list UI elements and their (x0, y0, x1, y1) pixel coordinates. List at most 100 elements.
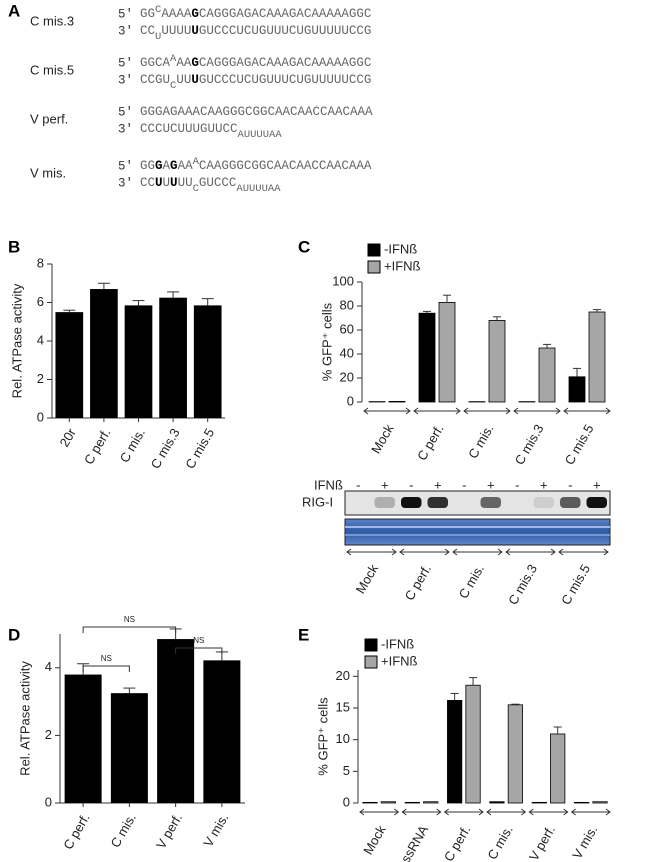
sequence-part: G (170, 159, 178, 173)
bar (489, 801, 505, 804)
sequence-part: UU (178, 176, 193, 190)
bar (193, 305, 222, 418)
sequence: GGCAAAAGCAGGGAGACAAAGACAAAAAGGC (140, 4, 371, 22)
x-tick-label: Mock (368, 421, 397, 456)
x-tick-label: C mis. (117, 426, 148, 465)
sequence-part: CAGGGAGACAAAGACAAAAAGGC (199, 7, 372, 21)
arrow-head (521, 808, 527, 816)
y-tick-label: 4 (45, 659, 52, 674)
sequence-part: U (155, 31, 161, 43)
blot-treatment-label: IFNß (314, 477, 343, 492)
arrow-head (455, 407, 461, 415)
sequence-part: CAGGGAGACAAAGACAAAAAGGC (199, 56, 372, 70)
strand-end: 5′ (118, 56, 133, 70)
blot-protein-label: RIG-I (302, 494, 333, 509)
bar (380, 801, 396, 804)
lane-label: + (593, 477, 601, 492)
blot-band (374, 497, 395, 508)
x-tick-label: C mis. (484, 823, 515, 862)
bar (423, 801, 439, 804)
sequence-part: A (193, 156, 200, 168)
x-tick-label: C perf. (81, 426, 113, 467)
sequence-part: GUCCCUCUGUUUCUGUUUUUCCG (199, 24, 372, 38)
blot-band (427, 497, 448, 508)
bar (362, 801, 378, 804)
y-tick-label: 60 (340, 321, 354, 336)
arrow-head (359, 808, 365, 816)
blot-band (533, 497, 554, 508)
sequence-part: CCCUCUUUGUUCC (140, 122, 238, 136)
arrow-head (550, 548, 556, 556)
legend-swatch (367, 260, 381, 274)
y-axis-label: % GFP⁺ cells (315, 697, 330, 776)
bar (159, 297, 187, 418)
bar (55, 312, 84, 418)
lane-label: - (462, 477, 466, 492)
strand-end: 3′ (118, 73, 133, 87)
arrow-head (605, 808, 611, 816)
sequence: CCCUCUUUGUUCCAUUUUAA (140, 122, 282, 140)
y-tick-label: 0 (45, 794, 52, 809)
sequence-part: GGGAGAAACAAGGGCGGCAACAACCAACAAA (140, 105, 373, 119)
y-tick-label: 15 (336, 699, 350, 714)
sequence-part: U (191, 24, 199, 38)
arrow-head (555, 407, 561, 415)
bar (438, 301, 456, 403)
legend-swatch (364, 655, 378, 669)
significance-bracket (175, 647, 223, 654)
y-tick-label: 8 (37, 255, 44, 270)
bar (124, 305, 153, 418)
sequence-part: GG (140, 159, 155, 173)
construct-name: C mis.3 (30, 13, 74, 28)
sequence-part: G (155, 159, 163, 173)
blot-band (401, 497, 422, 508)
arrow-head (570, 808, 576, 816)
sequence-part: U (155, 176, 163, 190)
x-tick-label: Mock (360, 822, 389, 857)
sequence-part: A (170, 53, 177, 65)
sequence-part: AAAA (161, 7, 192, 21)
x-tick-label: C mis. (456, 562, 487, 601)
sequence-part: CAAGGGCGGCAACAACCAACAAA (199, 159, 372, 173)
sequence-part: AUUUUAA (236, 183, 281, 195)
y-tick-label: 20 (336, 668, 350, 683)
bar (418, 312, 436, 403)
lane-label: + (434, 477, 442, 492)
significance-label: NS (101, 654, 112, 663)
legend-label: -IFNß (381, 636, 414, 651)
legend-label: -IFNß (384, 241, 417, 256)
sequence: GGGAGAAACAAGGGCGGCAACAACCAACAAA (140, 105, 373, 119)
strand-end: 5′ (118, 105, 133, 119)
y-tick-label: 0 (343, 794, 350, 809)
arrow-head (603, 548, 609, 556)
sequence-part: AA (176, 56, 192, 70)
y-tick-label: 2 (37, 371, 44, 386)
arrow-head (497, 548, 503, 556)
arrow-head (401, 808, 407, 816)
lane-label: + (487, 477, 495, 492)
panel-label: A (8, 1, 20, 20)
panel-label: E (298, 625, 309, 644)
arrow-head (558, 548, 564, 556)
x-tick-label: C mis.3 (505, 562, 540, 608)
significance-label: NS (124, 615, 135, 624)
legend-label: +IFNß (381, 653, 418, 668)
bar (592, 801, 608, 804)
sequence-part: G (191, 7, 199, 21)
arrow-head (394, 808, 400, 816)
arrow-head (528, 808, 534, 816)
arrow-head (563, 407, 569, 415)
bar (388, 400, 406, 403)
x-tick-label: C perf. (60, 811, 92, 852)
arrow-head (486, 808, 492, 816)
y-tick-label: 5 (343, 763, 350, 778)
x-tick-label: C mis. (108, 811, 139, 850)
arrow-head (463, 407, 469, 415)
blot-band (560, 497, 581, 508)
construct-name: V perf. (30, 111, 68, 126)
x-tick-label: C mis.5 (182, 426, 217, 472)
legend-label: +IFNß (384, 258, 421, 273)
x-tick-label: 20r (56, 425, 79, 449)
lane-label: + (381, 477, 389, 492)
y-tick-label: 20 (340, 369, 354, 384)
